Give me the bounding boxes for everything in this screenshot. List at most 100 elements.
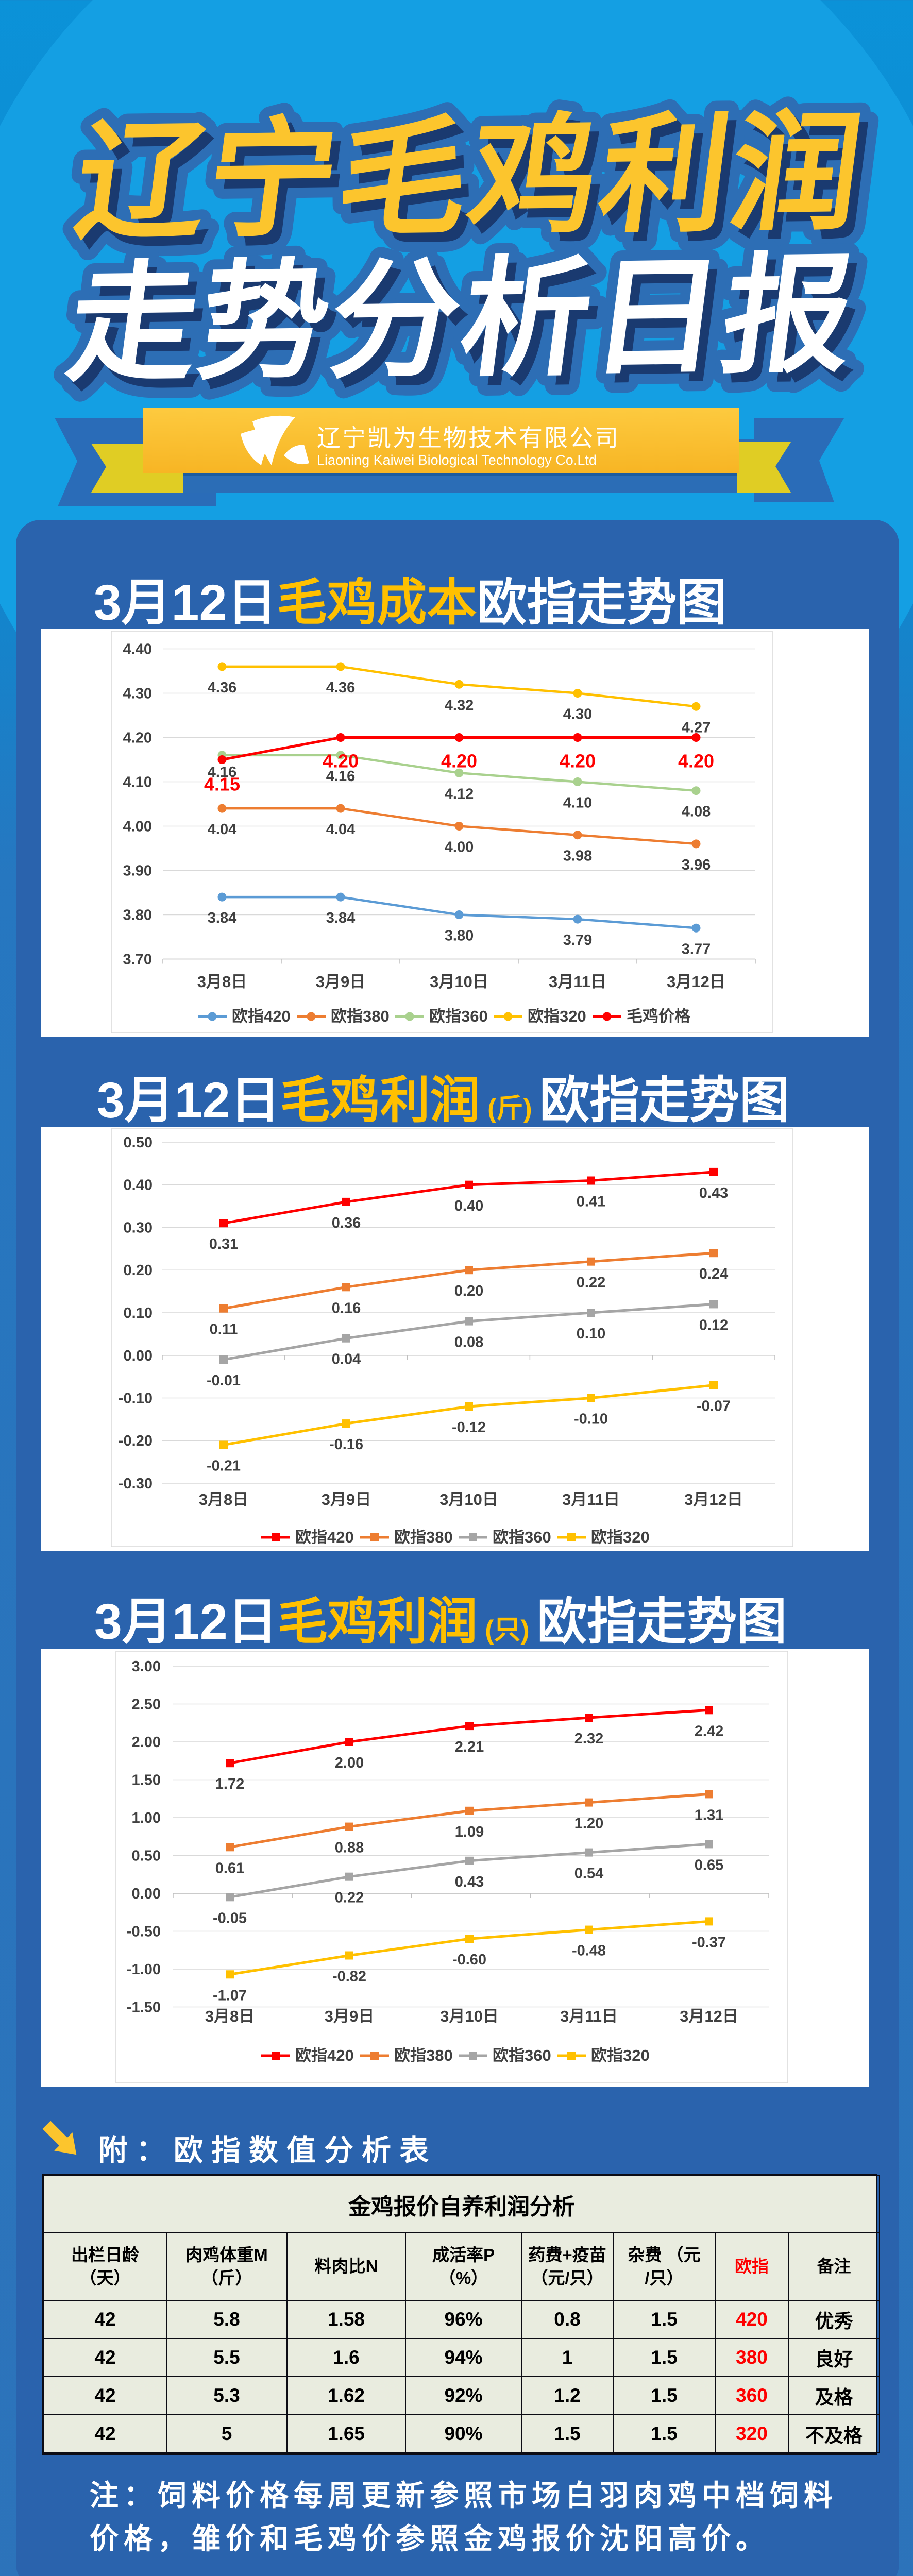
svg-text:1.72: 1.72 bbox=[215, 1776, 244, 1792]
svg-text:-0.37: -0.37 bbox=[692, 1934, 726, 1951]
svg-text:2.00: 2.00 bbox=[335, 1755, 364, 1771]
svg-text:-1.07: -1.07 bbox=[213, 1987, 247, 2004]
svg-text:0.31: 0.31 bbox=[209, 1236, 238, 1252]
svg-text:3月8日: 3月8日 bbox=[205, 2007, 255, 2025]
svg-text:走势分析日报: 走势分析日报 bbox=[60, 243, 864, 397]
svg-text:-0.10: -0.10 bbox=[574, 1411, 608, 1428]
svg-text:0.20: 0.20 bbox=[124, 1262, 153, 1279]
svg-text:3月12日: 3月12日 bbox=[680, 2007, 738, 2025]
svg-text:0.11: 0.11 bbox=[210, 1321, 238, 1338]
svg-text:辽宁毛鸡利润: 辽宁毛鸡利润 bbox=[68, 101, 872, 255]
svg-text:4.32: 4.32 bbox=[445, 697, 474, 714]
svg-text:3.84: 3.84 bbox=[208, 910, 236, 926]
svg-text:0.10: 0.10 bbox=[124, 1305, 153, 1321]
svg-text:4.20: 4.20 bbox=[678, 751, 714, 772]
svg-text:欧指360: 欧指360 bbox=[493, 2046, 551, 2064]
svg-text:毛鸡价格: 毛鸡价格 bbox=[627, 1007, 691, 1025]
svg-text:4.00: 4.00 bbox=[123, 819, 152, 835]
svg-text:4.40: 4.40 bbox=[123, 641, 152, 658]
svg-text:3.90: 3.90 bbox=[123, 863, 152, 879]
svg-text:1.20: 1.20 bbox=[574, 1816, 603, 1832]
svg-text:3月12日: 3月12日 bbox=[667, 973, 725, 991]
svg-text:1.31: 1.31 bbox=[695, 1807, 723, 1823]
svg-text:欧指420: 欧指420 bbox=[295, 2046, 354, 2064]
svg-text:3月10日: 3月10日 bbox=[430, 973, 488, 991]
svg-text:4.36: 4.36 bbox=[326, 680, 355, 696]
svg-text:3月10日: 3月10日 bbox=[439, 1490, 498, 1509]
svg-text:0.04: 0.04 bbox=[332, 1351, 361, 1368]
svg-text:4.20: 4.20 bbox=[323, 751, 359, 772]
svg-text:0.41: 0.41 bbox=[577, 1194, 605, 1210]
svg-text:0.54: 0.54 bbox=[574, 1866, 603, 1882]
svg-text:4.10: 4.10 bbox=[123, 774, 152, 791]
svg-text:-0.50: -0.50 bbox=[127, 1924, 161, 1940]
svg-text:-0.05: -0.05 bbox=[213, 1910, 247, 1926]
svg-text:4.04: 4.04 bbox=[208, 821, 236, 838]
svg-text:4.30: 4.30 bbox=[123, 686, 152, 702]
svg-text:0.88: 0.88 bbox=[335, 1840, 364, 1856]
svg-text:-0.10: -0.10 bbox=[119, 1391, 153, 1407]
svg-text:-0.07: -0.07 bbox=[697, 1398, 731, 1415]
svg-text:0.36: 0.36 bbox=[332, 1215, 361, 1231]
svg-text:4.20: 4.20 bbox=[441, 751, 477, 772]
svg-text:3月11日: 3月11日 bbox=[562, 1490, 620, 1509]
svg-text:0.16: 0.16 bbox=[332, 1300, 361, 1316]
svg-text:-0.48: -0.48 bbox=[572, 1943, 606, 1959]
svg-text:3月8日: 3月8日 bbox=[197, 973, 247, 991]
svg-text:0.00: 0.00 bbox=[124, 1348, 153, 1364]
svg-text:3.98: 3.98 bbox=[563, 848, 592, 865]
svg-text:3.96: 3.96 bbox=[682, 857, 711, 873]
svg-text:欧指360: 欧指360 bbox=[493, 1528, 551, 1546]
svg-text:3月10日: 3月10日 bbox=[440, 2007, 499, 2025]
svg-text:3.80: 3.80 bbox=[445, 928, 474, 944]
svg-text:-0.12: -0.12 bbox=[452, 1419, 486, 1436]
svg-text:辽宁毛鸡利润: 辽宁毛鸡利润 bbox=[76, 110, 880, 264]
svg-text:3.00: 3.00 bbox=[132, 1658, 161, 1675]
svg-text:4.16: 4.16 bbox=[208, 764, 236, 781]
svg-text:-1.50: -1.50 bbox=[127, 1999, 161, 2016]
svg-text:4.08: 4.08 bbox=[682, 804, 711, 820]
svg-text:0.50: 0.50 bbox=[124, 1134, 153, 1151]
svg-text:4.27: 4.27 bbox=[682, 719, 711, 736]
svg-text:辽宁毛鸡利润: 辽宁毛鸡利润 bbox=[76, 110, 880, 264]
svg-text:3月9日: 3月9日 bbox=[325, 2007, 374, 2025]
svg-text:欧指420: 欧指420 bbox=[232, 1007, 291, 1025]
svg-text:4.10: 4.10 bbox=[563, 795, 592, 811]
svg-text:0.43: 0.43 bbox=[455, 1874, 484, 1890]
svg-text:0.24: 0.24 bbox=[699, 1266, 728, 1282]
svg-text:Liaoning Kaiwei Biological Tec: Liaoning Kaiwei Biological Technology Co… bbox=[317, 452, 597, 468]
svg-text:0.43: 0.43 bbox=[699, 1185, 728, 1201]
svg-text:3月12日: 3月12日 bbox=[684, 1490, 743, 1509]
svg-text:0.10: 0.10 bbox=[577, 1326, 605, 1342]
svg-text:0.22: 0.22 bbox=[335, 1890, 364, 1906]
svg-text:4.20: 4.20 bbox=[560, 751, 596, 772]
svg-text:0.08: 0.08 bbox=[454, 1334, 483, 1351]
svg-text:1.50: 1.50 bbox=[132, 1772, 161, 1789]
svg-text:4.15: 4.15 bbox=[204, 774, 240, 795]
svg-text:4.36: 4.36 bbox=[208, 680, 236, 696]
svg-text:0.30: 0.30 bbox=[124, 1220, 153, 1236]
svg-text:4.04: 4.04 bbox=[326, 821, 355, 838]
svg-text:4.16: 4.16 bbox=[326, 768, 355, 785]
svg-text:辽宁凯为生物技术有限公司: 辽宁凯为生物技术有限公司 bbox=[317, 425, 620, 451]
svg-text:3.77: 3.77 bbox=[682, 941, 711, 957]
svg-text:-0.20: -0.20 bbox=[119, 1433, 153, 1449]
svg-text:2.32: 2.32 bbox=[574, 1731, 603, 1747]
svg-text:2.21: 2.21 bbox=[455, 1739, 484, 1755]
svg-text:0.50: 0.50 bbox=[132, 1848, 161, 1865]
svg-text:欧指320: 欧指320 bbox=[591, 2046, 650, 2064]
svg-text:3月8日: 3月8日 bbox=[199, 1490, 248, 1509]
svg-text:0.40: 0.40 bbox=[124, 1177, 153, 1194]
svg-text:2.42: 2.42 bbox=[695, 1723, 723, 1739]
svg-text:欧指380: 欧指380 bbox=[394, 1528, 453, 1546]
svg-text:欧指320: 欧指320 bbox=[591, 1528, 650, 1546]
svg-text:3月9日: 3月9日 bbox=[316, 973, 365, 991]
svg-text:1.09: 1.09 bbox=[455, 1824, 484, 1840]
svg-text:-0.60: -0.60 bbox=[452, 1952, 486, 1968]
svg-text:欧指360: 欧指360 bbox=[429, 1007, 488, 1025]
svg-text:3.80: 3.80 bbox=[123, 907, 152, 924]
svg-text:1.00: 1.00 bbox=[132, 1810, 161, 1826]
svg-text:-0.01: -0.01 bbox=[207, 1372, 241, 1389]
svg-text:-0.21: -0.21 bbox=[207, 1458, 241, 1475]
svg-text:3月11日: 3月11日 bbox=[560, 2007, 618, 2025]
